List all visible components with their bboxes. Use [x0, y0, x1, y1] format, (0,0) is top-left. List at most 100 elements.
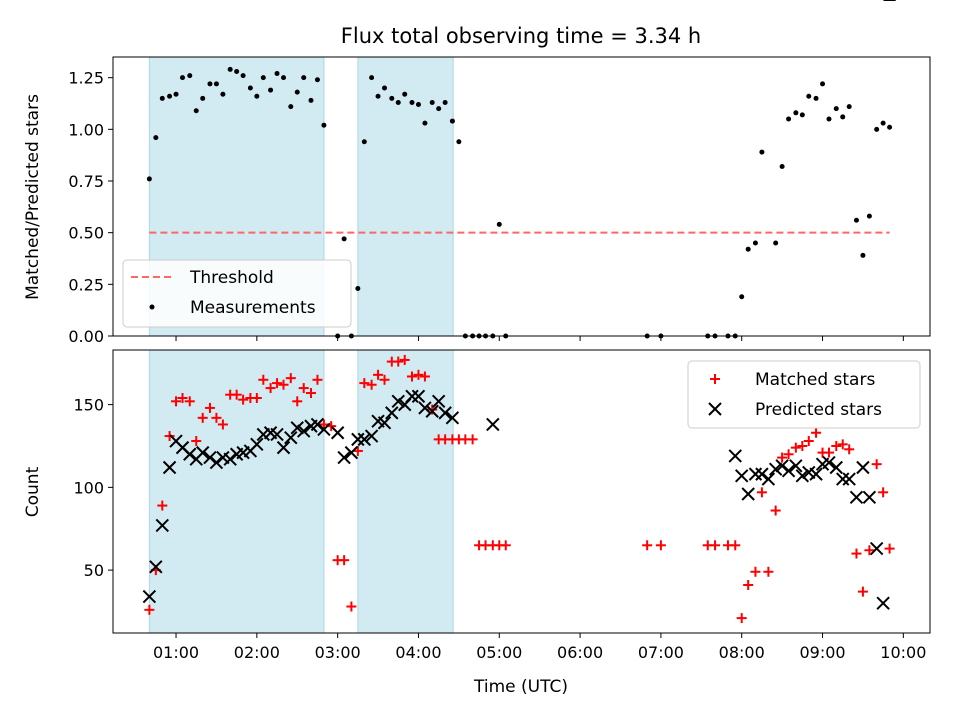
measurement-point [274, 71, 280, 77]
measurement-point [442, 99, 448, 105]
measurement-point [422, 120, 428, 126]
predicted-star-marker [330, 426, 345, 440]
measurement-point [220, 91, 226, 97]
predicted-star-marker [425, 404, 439, 418]
predicted-star-marker [862, 490, 877, 504]
measurement-point [260, 75, 266, 81]
measurement-point [375, 93, 381, 99]
measurement-point [227, 66, 233, 72]
matched-star-marker [177, 392, 188, 403]
matched-star-marker [730, 540, 741, 551]
measurement-point [308, 97, 314, 103]
matched-star-marker [272, 378, 283, 389]
top-legend-box [122, 259, 352, 328]
measurement-point [159, 95, 165, 101]
measurement-point [247, 85, 253, 91]
predicted-star-marker [735, 469, 749, 483]
predicted-star-marker [486, 417, 500, 432]
top-ytick-label: 0.00 [68, 327, 104, 346]
matched-star-marker [359, 378, 370, 389]
measurement-point [314, 77, 320, 83]
predicted-star-marker [795, 469, 810, 483]
top-axes-frame [112, 56, 931, 337]
matched-star-marker [211, 412, 222, 423]
matched-star-marker [292, 396, 303, 407]
matched-star-marker [258, 374, 269, 385]
matched-star-marker [318, 419, 329, 430]
matched-star-marker [710, 540, 721, 551]
matched-star-marker [770, 505, 781, 516]
matched-star-marker [871, 459, 882, 470]
matched-star-marker [278, 379, 289, 390]
measurement-point [429, 99, 435, 105]
predicted-star-marker [250, 437, 264, 452]
predicted-star-marker [357, 432, 372, 447]
predicted-star-marker [431, 394, 446, 409]
measurement-point [254, 93, 260, 99]
bottom-xtick-label: 10:00 [880, 643, 926, 662]
top-legend: Threshold Measurements [122, 259, 352, 328]
measurement-point [799, 112, 805, 118]
bottom-xtick-label: 08:00 [719, 643, 765, 662]
threshold-legend-label: Threshold [189, 268, 274, 288]
measurement-point [793, 110, 799, 116]
matched-star-marker [500, 540, 511, 551]
predicted-legend-swatch [708, 402, 722, 416]
measurement-point [860, 252, 866, 258]
predicted-star-marker [385, 406, 399, 420]
matched-star-marker [204, 402, 215, 413]
matched-star-marker [857, 586, 868, 597]
matched-star-marker [171, 396, 182, 407]
matched-star-marker [238, 394, 249, 405]
measurement-point [355, 285, 361, 291]
measurement-point [200, 95, 206, 101]
predicted-star-marker [344, 445, 359, 460]
matched-star-marker [750, 566, 761, 577]
matched-star-marker [144, 604, 155, 615]
measurements-legend-label: Measurements [190, 298, 316, 318]
matched-star-marker [197, 412, 208, 423]
predicted-star-marker [155, 518, 170, 533]
bottom-xtick-label: 04:00 [395, 643, 441, 662]
matched-star-marker [655, 540, 666, 551]
matched-star-marker [763, 566, 774, 577]
matched-star-marker [393, 356, 404, 367]
measurement-point [806, 93, 812, 99]
measurement-point [436, 106, 442, 112]
predicted-star-marker [775, 459, 789, 473]
matched-star-marker [164, 431, 175, 442]
measurement-point [820, 81, 826, 87]
measurement-point [786, 116, 792, 122]
matched-star-marker [467, 434, 478, 445]
measurement-point [773, 240, 779, 246]
matched-star-marker [427, 404, 438, 415]
matched-star-marker [811, 427, 822, 438]
measurement-point [321, 122, 327, 128]
measurement-point [402, 91, 408, 97]
matched-star-marker [312, 374, 323, 385]
predicted-legend-label: Predicted stars [755, 400, 882, 420]
predicted-star-marker [195, 445, 210, 460]
matched-star-marker [373, 369, 384, 380]
matched-star-marker [285, 373, 296, 384]
measurement-point [813, 95, 819, 101]
predicted-star-marker [317, 422, 331, 437]
bottom-ylabel: Count [23, 466, 43, 517]
measurement-point [853, 217, 859, 223]
measurement-point [846, 104, 852, 110]
matched-star-marker [298, 383, 309, 394]
matched-star-marker [803, 436, 814, 447]
predicted-star-marker [761, 472, 776, 486]
top-ytick-label: 1.25 [68, 69, 104, 88]
measurement-point [153, 135, 159, 141]
predicted-star-marker [842, 472, 856, 486]
bottom-ytick-label: 50 [84, 561, 104, 580]
measurement-point [179, 75, 185, 81]
predicted-star-marker [445, 411, 460, 425]
predicted-star-marker [223, 452, 237, 466]
measurement-point [840, 114, 846, 120]
matched-star-marker [823, 447, 834, 458]
predicted-star-marker [149, 560, 163, 574]
measurement-point [395, 99, 401, 105]
predicted-star-marker [411, 389, 426, 404]
